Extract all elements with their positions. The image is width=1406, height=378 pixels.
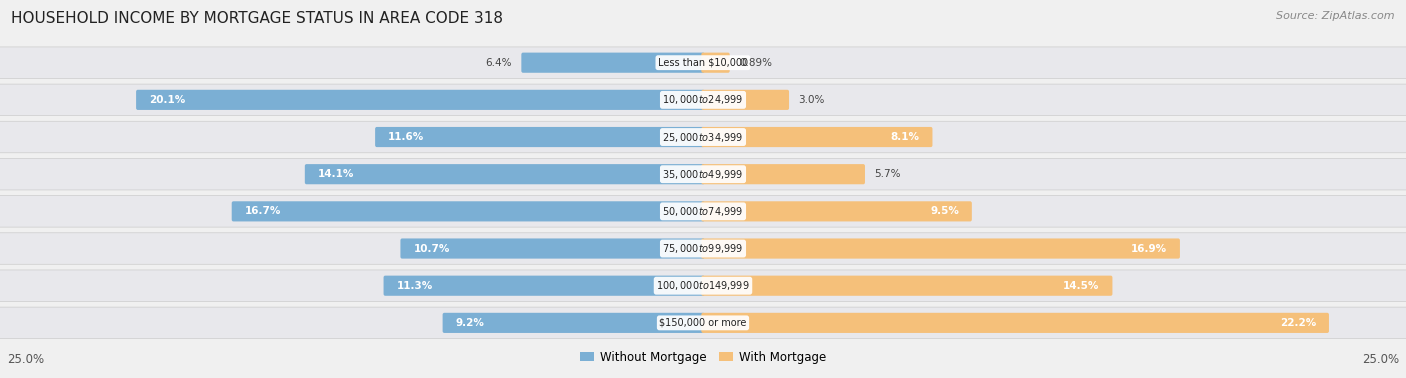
FancyBboxPatch shape	[0, 233, 1406, 264]
Text: 0.89%: 0.89%	[740, 58, 772, 68]
Text: $75,000 to $99,999: $75,000 to $99,999	[662, 242, 744, 255]
Text: 22.2%: 22.2%	[1279, 318, 1316, 328]
FancyBboxPatch shape	[702, 164, 865, 184]
FancyBboxPatch shape	[702, 201, 972, 222]
FancyBboxPatch shape	[401, 239, 704, 259]
Text: 25.0%: 25.0%	[7, 353, 44, 366]
Text: 14.5%: 14.5%	[1063, 281, 1099, 291]
FancyBboxPatch shape	[0, 196, 1406, 227]
FancyBboxPatch shape	[702, 313, 1329, 333]
Text: Source: ZipAtlas.com: Source: ZipAtlas.com	[1277, 11, 1395, 21]
Legend: Without Mortgage, With Mortgage: Without Mortgage, With Mortgage	[575, 346, 831, 368]
Text: 20.1%: 20.1%	[149, 95, 186, 105]
FancyBboxPatch shape	[0, 47, 1406, 79]
FancyBboxPatch shape	[443, 313, 704, 333]
Text: $50,000 to $74,999: $50,000 to $74,999	[662, 205, 744, 218]
Text: $25,000 to $34,999: $25,000 to $34,999	[662, 130, 744, 144]
Text: $150,000 or more: $150,000 or more	[659, 318, 747, 328]
Text: 10.7%: 10.7%	[413, 243, 450, 254]
Text: 11.6%: 11.6%	[388, 132, 425, 142]
FancyBboxPatch shape	[0, 270, 1406, 302]
Text: $35,000 to $49,999: $35,000 to $49,999	[662, 168, 744, 181]
FancyBboxPatch shape	[0, 307, 1406, 339]
FancyBboxPatch shape	[702, 127, 932, 147]
FancyBboxPatch shape	[522, 53, 704, 73]
FancyBboxPatch shape	[702, 53, 730, 73]
FancyBboxPatch shape	[0, 84, 1406, 116]
FancyBboxPatch shape	[0, 121, 1406, 153]
FancyBboxPatch shape	[375, 127, 704, 147]
Text: 11.3%: 11.3%	[396, 281, 433, 291]
Text: $10,000 to $24,999: $10,000 to $24,999	[662, 93, 744, 106]
Text: 3.0%: 3.0%	[799, 95, 825, 105]
FancyBboxPatch shape	[305, 164, 704, 184]
Text: 5.7%: 5.7%	[875, 169, 901, 179]
FancyBboxPatch shape	[0, 158, 1406, 190]
FancyBboxPatch shape	[702, 90, 789, 110]
Text: Less than $10,000: Less than $10,000	[658, 58, 748, 68]
Text: 16.7%: 16.7%	[245, 206, 281, 216]
FancyBboxPatch shape	[136, 90, 704, 110]
Text: 6.4%: 6.4%	[485, 58, 512, 68]
FancyBboxPatch shape	[232, 201, 704, 222]
Text: HOUSEHOLD INCOME BY MORTGAGE STATUS IN AREA CODE 318: HOUSEHOLD INCOME BY MORTGAGE STATUS IN A…	[11, 11, 503, 26]
FancyBboxPatch shape	[702, 276, 1112, 296]
FancyBboxPatch shape	[702, 239, 1180, 259]
FancyBboxPatch shape	[384, 276, 704, 296]
Text: 16.9%: 16.9%	[1130, 243, 1167, 254]
Text: 25.0%: 25.0%	[1362, 353, 1399, 366]
Text: 14.1%: 14.1%	[318, 169, 354, 179]
Text: $100,000 to $149,999: $100,000 to $149,999	[657, 279, 749, 292]
Text: 9.5%: 9.5%	[929, 206, 959, 216]
Text: 8.1%: 8.1%	[890, 132, 920, 142]
Text: 9.2%: 9.2%	[456, 318, 485, 328]
